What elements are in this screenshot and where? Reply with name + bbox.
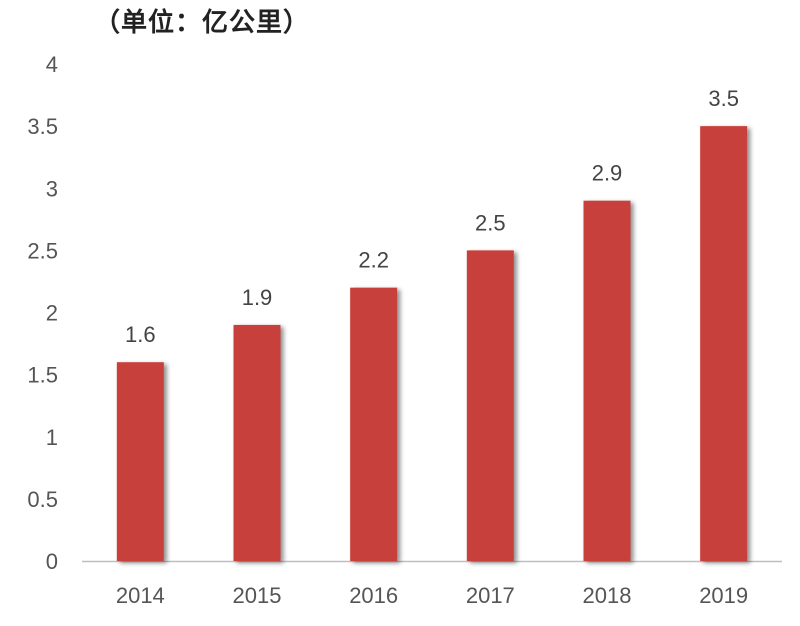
bar-2017 (466, 250, 514, 561)
y-tick-label: 3 (46, 176, 58, 201)
x-tick-label-2016: 2016 (349, 583, 398, 608)
x-tick-label-2015: 2015 (233, 583, 282, 608)
y-axis-ticks: 0 0.5 1 1.5 2 2.5 3 3.5 4 (27, 52, 58, 574)
bar-2015 (233, 324, 281, 561)
y-tick-label: 2.5 (27, 238, 58, 263)
data-labels: 1.6 1.9 2.2 2.5 2.9 3.5 (125, 86, 739, 347)
bar-series (116, 126, 748, 562)
x-tick-label-2014: 2014 (116, 583, 165, 608)
y-tick-label: 2 (46, 301, 58, 326)
data-label-2019: 3.5 (708, 86, 739, 111)
y-tick-label: 0 (46, 549, 58, 574)
y-tick-label: 4 (46, 52, 58, 77)
data-label-2018: 2.9 (592, 161, 623, 186)
bar-2016 (350, 287, 398, 561)
bar-2014 (116, 362, 164, 561)
y-tick-label: 1.5 (27, 363, 58, 388)
x-axis-labels: 2014 2015 2016 2017 2018 2019 (116, 583, 748, 608)
data-label-2015: 1.9 (242, 285, 273, 310)
unit-label: （单位：亿公里） (94, 8, 311, 38)
y-tick-label: 0.5 (27, 487, 58, 512)
data-label-2014: 1.6 (125, 322, 156, 347)
x-tick-label-2017: 2017 (466, 583, 515, 608)
data-label-2016: 2.2 (358, 248, 389, 273)
x-tick-label-2019: 2019 (699, 583, 748, 608)
bar-2019 (700, 126, 748, 561)
y-tick-label: 3.5 (27, 114, 58, 139)
x-tick-label-2018: 2018 (583, 583, 632, 608)
data-label-2017: 2.5 (475, 210, 506, 235)
bar-2018 (583, 200, 631, 562)
y-tick-label: 1 (46, 425, 58, 450)
